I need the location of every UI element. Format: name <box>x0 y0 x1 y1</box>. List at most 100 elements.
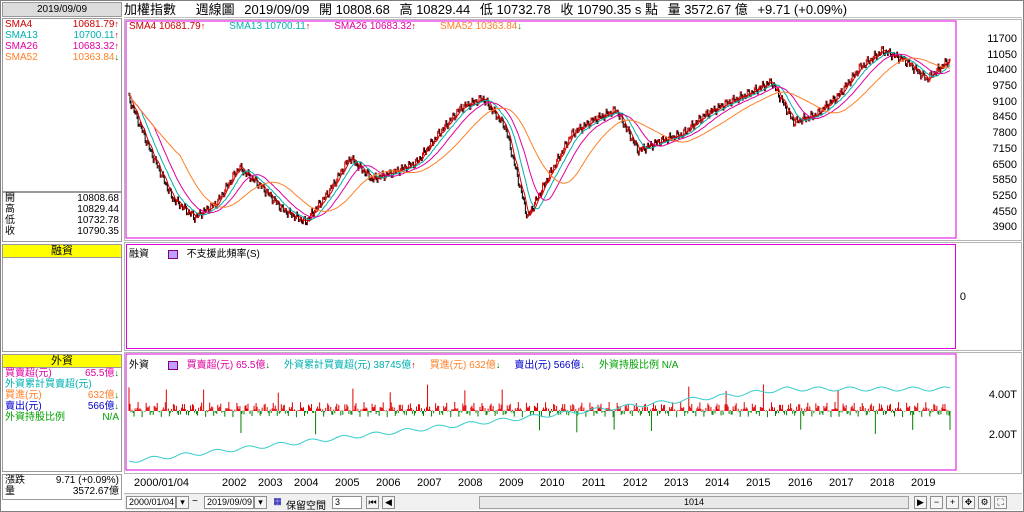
price-y-tick: 6500 <box>992 158 1017 171</box>
down-arrow-icon: ↓ <box>265 360 270 370</box>
chart-scrollbar[interactable]: 1014 <box>479 496 909 509</box>
sma-row: SMA13 10700.11↑ <box>3 30 121 41</box>
price-legend-text: SMA4 10681.79 <box>129 21 201 32</box>
foreign-row: 外資持股比例 N/A <box>3 412 121 423</box>
quote-low: 低 10732.78 <box>479 2 551 17</box>
keep-space-input[interactable]: 3 <box>332 496 362 509</box>
price-y-tick: 3900 <box>992 221 1017 234</box>
grid-icon[interactable]: ▦ <box>273 496 282 506</box>
sma-box: SMA4 10681.79↑ SMA13 10700.11↑ SMA26 10683.32… <box>2 18 122 192</box>
quote-date: 2019/09/09 <box>244 2 310 17</box>
info-panel: 2019/09/09 SMA4 10681.79↑ SMA13 10700.11↑ SM… <box>2 2 122 500</box>
x-axis-label: 2007 <box>417 477 442 489</box>
price-chart[interactable] <box>125 20 1021 240</box>
foreign-row: 買進(元) 632億↓ <box>3 390 121 401</box>
pan-icon[interactable]: ✥ <box>962 496 975 509</box>
x-axis-label: 2003 <box>258 477 283 489</box>
foreign-plot-border <box>125 353 957 471</box>
ohlc-label: 開 <box>5 193 15 204</box>
sma-value: 10363.84 <box>72 52 115 63</box>
quote-bar: 加權指數 週線圖 2019/09/09 開 10808.68 高 10829.4… <box>124 2 1022 18</box>
foreign-legend-text: 賣出(元) 566億 <box>514 360 581 371</box>
sma-label: SMA13 <box>5 30 38 41</box>
sma-label: SMA4 <box>5 19 33 30</box>
change-box: 漲跌 9.71 (+0.09%) 量 3572.67億 <box>2 474 122 500</box>
down-arrow-icon: ↓ <box>114 401 120 411</box>
price-y-tick: 5250 <box>992 189 1017 202</box>
up-arrow-icon: ↑ <box>114 30 120 40</box>
price-y-tick: 9750 <box>992 80 1017 93</box>
scroll-left-icon[interactable]: ◀ <box>382 496 395 509</box>
zoom-out-icon[interactable]: − <box>930 496 943 509</box>
up-arrow-icon: ↑ <box>200 21 206 31</box>
foreign-row-label: 外資持股比例 <box>5 412 65 423</box>
ohlc-value: 10790.35 <box>77 226 119 237</box>
margin-panel[interactable]: 融資 不支援此頻率(S) 0 <box>124 242 1022 351</box>
period-label[interactable]: 週線圖 <box>195 2 235 17</box>
volume-label: 量 <box>5 486 15 497</box>
start-date-field[interactable]: 2000/01/04 <box>126 496 176 509</box>
foreign-legend-item: 外資持股比例 N/A <box>599 360 678 371</box>
scroll-right-icon[interactable]: ▶ <box>914 496 927 509</box>
volume-value: 3572.67億 <box>72 486 119 497</box>
ohlc-label: 收 <box>5 226 15 237</box>
price-y-tick: 10400 <box>986 64 1017 77</box>
down-arrow-icon: ↓ <box>114 52 120 62</box>
x-axis-label: 2011 <box>582 477 606 489</box>
quote-high: 高 10829.44 <box>399 2 471 17</box>
x-axis-label: 2005 <box>335 477 360 489</box>
foreign-row-value: 566億 <box>87 401 115 412</box>
start-date-dropdown-icon[interactable]: ▾ <box>176 496 189 509</box>
list-icon[interactable] <box>167 249 178 259</box>
price-y-tick: 9100 <box>992 95 1017 108</box>
up-arrow-icon: ↑ <box>411 360 416 370</box>
sma-4-line <box>128 50 951 222</box>
end-date-field[interactable]: 2019/09/09 <box>204 496 254 509</box>
ohlc-value: 10732.78 <box>77 215 119 226</box>
price-y-tick: 7800 <box>992 127 1017 140</box>
foreign-row: 買賣超(元) 65.5億↓ <box>3 368 121 379</box>
price-legend: SMA4 10681.79↑ SMA13 10700.11↑ SMA26 10683… <box>129 21 546 32</box>
keep-space-label: 保留空間 <box>286 501 326 512</box>
margin-box: 融資 <box>2 244 122 352</box>
x-axis-label: 2014 <box>705 477 730 489</box>
price-legend-item: SMA52 10363.84↓ <box>440 21 534 32</box>
margin-plot <box>126 244 956 349</box>
sma-52-line <box>128 57 951 212</box>
foreign-legend-text: 買賣超(元) 65.5億 <box>186 360 266 371</box>
foreign-panel[interactable]: 外資 買賣超(元) 65.5億↓ 外資累計買賣超(元) 38745億↑ 買進(元) … <box>124 352 1022 474</box>
foreign-y-tick-1: 4.00T <box>988 389 1017 401</box>
foreign-row-label: 外資累計買賣超(元) <box>5 379 92 390</box>
ohlc-label: 高 <box>5 204 15 215</box>
price-y-tick: 11700 <box>987 33 1017 45</box>
x-axis-label: 2010 <box>540 477 565 489</box>
foreign-legend-text: 外資累計買賣超(元) 38745億 <box>283 360 412 371</box>
x-axis-label: 2002 <box>222 477 247 489</box>
price-chart-panel[interactable]: SMA4 10681.79↑ SMA13 10700.11↑ SMA26 10683… <box>124 19 1022 241</box>
ohlc-value: 10829.44 <box>77 204 119 215</box>
zoom-in-icon[interactable]: + <box>946 496 959 509</box>
ohlc-row: 高 10829.44 <box>3 204 121 215</box>
quote-change: +9.71 (+0.09%) <box>757 2 848 17</box>
x-axis-label: 2006 <box>376 477 401 489</box>
up-arrow-icon: ↑ <box>411 21 417 31</box>
fullscreen-icon[interactable]: ⛶ <box>994 496 1007 509</box>
list-icon[interactable] <box>167 360 178 370</box>
foreign-row: 賣出(元) 566億↓ <box>3 401 121 412</box>
margin-zero: 0 <box>959 291 966 303</box>
scroll-left-first-icon[interactable]: ⏮ <box>366 496 379 509</box>
price-legend-text: SMA52 10363.84 <box>440 21 518 32</box>
info-date: 2019/09/09 <box>2 2 122 17</box>
end-date-dropdown-icon[interactable]: ▾ <box>254 496 267 509</box>
up-arrow-icon: ↑ <box>114 19 120 29</box>
up-arrow-icon: ↑ <box>114 41 120 51</box>
foreign-chart[interactable] <box>125 353 1021 473</box>
x-axis-label: 2009 <box>499 477 524 489</box>
x-axis-label: 2012 <box>623 477 648 489</box>
x-axis-label: 2015 <box>746 477 771 489</box>
settings-icon[interactable]: ⚙ <box>978 496 991 509</box>
foreign-row-label: 賣出(元) <box>5 401 42 412</box>
foreign-legend-text: 買進(元) 632億 <box>429 360 496 371</box>
x-axis-label: 2019 <box>911 477 936 489</box>
x-axis: 2000/01/04 2002 2003 2004 2005 2006 2007 2008 20… <box>124 475 1022 491</box>
